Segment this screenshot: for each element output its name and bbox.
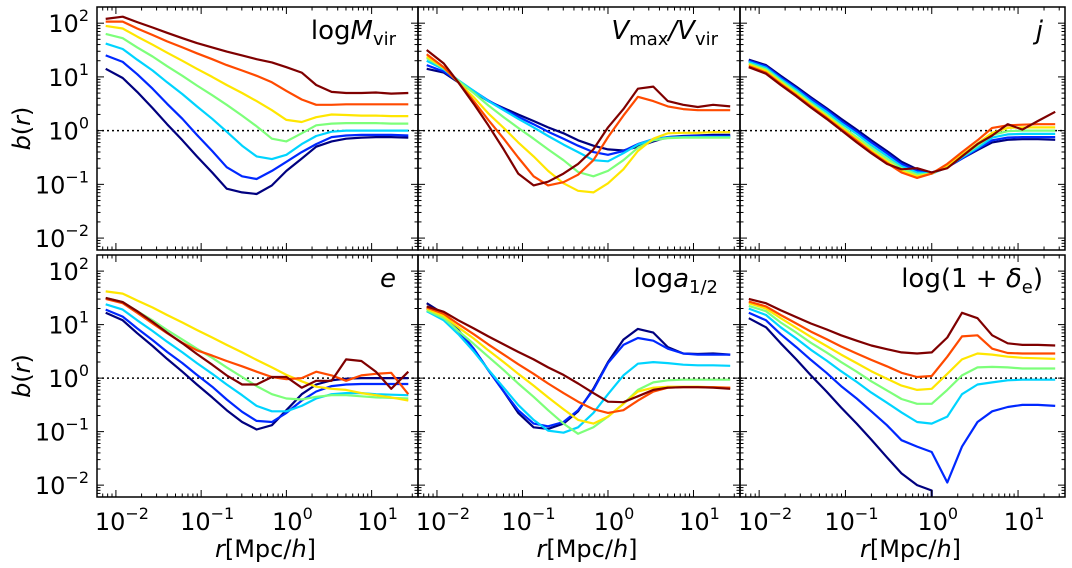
series-line-5 — [426, 55, 731, 194]
x-tick-label: 100 — [272, 504, 313, 536]
panel-title: log(1 + δe) — [901, 264, 1043, 298]
x-axis-label: r[Mpc/h] — [860, 535, 961, 563]
axes-frame — [96, 254, 419, 498]
y-tick-label: 102 — [48, 254, 89, 286]
series-line-5 — [748, 302, 1056, 391]
y-tick-label: 10−2 — [35, 468, 89, 500]
x-tick-label: 101 — [1004, 504, 1045, 536]
panel-title: logMvir — [311, 16, 397, 50]
series-line-7 — [426, 49, 731, 187]
series-line-3 — [105, 42, 409, 161]
x-tick-label: 10−1 — [501, 504, 555, 536]
series-line-3 — [748, 60, 1056, 175]
series-line-1 — [748, 58, 1056, 174]
series-line-7 — [105, 15, 409, 95]
y-tick-label: 101 — [48, 60, 89, 92]
x-tick-label: 10−2 — [738, 504, 792, 536]
panel-1: logMvir — [96, 6, 419, 251]
y-tick-label: 10−2 — [35, 221, 89, 253]
x-tick-label: 100 — [594, 504, 635, 536]
panel-2: Vmax/Vvir — [417, 6, 741, 251]
series-line-6 — [105, 297, 410, 395]
x-tick-label: 10−1 — [180, 504, 234, 536]
y-axis-label: b(r) — [8, 354, 36, 398]
series-line-7 — [426, 305, 731, 404]
series-line-7 — [748, 66, 1056, 174]
y-tick-label: 102 — [48, 6, 89, 38]
x-axis-label: r[Mpc/h] — [215, 535, 316, 563]
x-axis-label: r[Mpc/h] — [536, 535, 637, 563]
x-tick-label: 10−1 — [824, 504, 878, 536]
series-line-2 — [105, 308, 409, 424]
series-line-4 — [748, 62, 1056, 176]
series-line-6 — [748, 300, 1056, 379]
panel-title: j — [1033, 16, 1044, 46]
panel-title: loga1/2 — [633, 264, 718, 298]
x-tick-label: 101 — [357, 504, 398, 536]
series-line-4 — [748, 304, 1056, 405]
series-line-7 — [105, 296, 410, 390]
y-tick-label: 100 — [48, 114, 89, 146]
series-line-5 — [426, 307, 731, 425]
series-line-4 — [105, 296, 409, 401]
x-tick-label: 100 — [917, 504, 958, 536]
series-line-7 — [748, 297, 1056, 355]
axes-frame — [739, 254, 1066, 498]
panel-title: e — [380, 264, 396, 294]
y-tick-label: 10−1 — [35, 415, 89, 447]
series-line-4 — [426, 309, 731, 435]
panel-4: e — [96, 254, 419, 498]
series-line-2 — [105, 54, 409, 181]
series-line-5 — [105, 290, 409, 402]
panel-5: loga1/2 — [417, 254, 741, 498]
series-line-3 — [426, 310, 731, 434]
y-tick-label: 10−1 — [35, 167, 89, 199]
x-tick-label: 101 — [679, 504, 720, 536]
series-line-6 — [426, 53, 731, 187]
series-line-2 — [748, 311, 1056, 484]
x-tick-label: 10−2 — [95, 504, 149, 536]
series-line-2 — [748, 59, 1056, 175]
series-line-5 — [748, 63, 1056, 178]
panel-title: Vmax/Vvir — [611, 16, 718, 50]
series-line-6 — [426, 306, 731, 414]
y-tick-label: 101 — [48, 308, 89, 340]
series-line-4 — [426, 57, 731, 178]
series-line-4 — [105, 32, 409, 143]
axes-frame — [739, 6, 1066, 251]
y-axis-label: b(r) — [8, 107, 36, 151]
panel-6: log(1 + δe) — [739, 254, 1066, 498]
series-line-5 — [105, 24, 409, 124]
series-line-2 — [426, 307, 731, 428]
series-line-1 — [105, 67, 409, 196]
x-tick-label: 10−2 — [416, 504, 470, 536]
panel-3: j — [739, 6, 1066, 251]
series-line-6 — [105, 20, 409, 106]
series-line-1 — [748, 317, 933, 497]
series-line-3 — [748, 307, 1056, 425]
y-tick-label: 100 — [48, 361, 89, 393]
